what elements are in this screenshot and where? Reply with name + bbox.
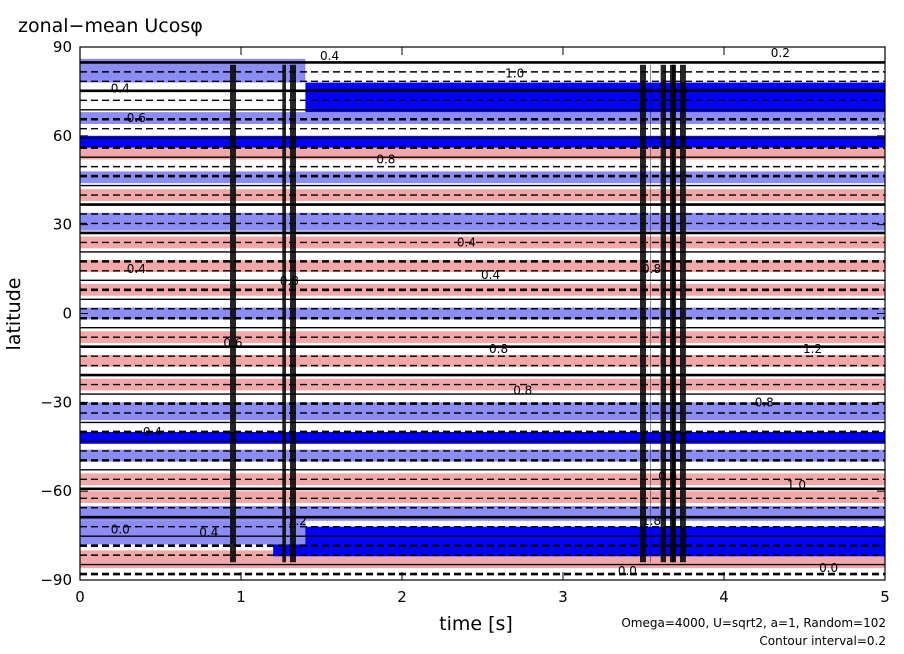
y-tick-label: −90: [40, 571, 72, 589]
contour-label: 0.4: [481, 268, 500, 282]
contour-label: 0.8: [376, 153, 395, 167]
contour-label: 0.8: [489, 342, 508, 356]
contour-label: 1.8: [642, 514, 661, 528]
contour-lines: [80, 61, 885, 576]
y-axis: −90 −60 −30 0 30 60 90: [40, 38, 885, 589]
y-tick-label: 90: [53, 38, 72, 56]
contour-labels: 0.4 0.2 0.4 1.0 0.6 0.8 0.4 0.4 0.4 0.8 0.8 0.6 0.8 1…: [111, 46, 838, 578]
contour-cluster-0: [225, 64, 240, 563]
band-13: [80, 307, 885, 320]
contour-label: 0.8: [280, 274, 299, 288]
x-tick-label: 3: [558, 588, 568, 606]
contour-label: 0.8: [642, 262, 661, 276]
y-tick-label: −60: [40, 482, 72, 500]
band-2: [273, 526, 885, 557]
contour-label: 0.0: [618, 564, 637, 578]
x-tick-label: 1: [236, 588, 246, 606]
y-tick-label: 60: [53, 127, 72, 145]
contour-label: 0.4: [111, 81, 130, 95]
contour-label: 0.0: [819, 561, 838, 575]
contour-label: 0.6: [223, 336, 242, 350]
contour-label: 1.2: [803, 342, 822, 356]
contour-label: 0.0: [111, 523, 130, 537]
contour-label: 0.2: [771, 46, 790, 60]
chart-title: zonal−mean Ucosφ: [18, 15, 203, 37]
y-tick-label: 0: [62, 305, 72, 323]
contour-label: 0.4: [199, 526, 218, 540]
band-24: [80, 58, 306, 83]
x-tick-label: 0: [75, 588, 85, 606]
contour-cluster-4: [671, 64, 686, 563]
contour-label: 0.6: [127, 111, 146, 125]
band-5: [80, 491, 885, 504]
contour-cluster-2: [636, 64, 651, 563]
parameter-note: Omega=4000, U=sqrt2, a=1, Random=102: [621, 616, 886, 630]
band-17: [80, 212, 885, 231]
contour-label: 1.0: [505, 67, 524, 81]
contour-cluster-1: [282, 64, 297, 563]
y-tick-label: −30: [40, 393, 72, 411]
y-axis-title: latitude: [3, 278, 25, 351]
contour-label: 1.0: [787, 478, 806, 492]
x-axis: 0 1 2 3 4 5: [75, 47, 890, 606]
contour-interval-note: Contour interval=0.2: [759, 634, 886, 648]
band-7: [80, 449, 885, 462]
x-tick-label: 2: [397, 588, 407, 606]
contour-cluster-3: [660, 64, 675, 563]
x-tick-label: 5: [880, 588, 890, 606]
band-11: [80, 354, 885, 367]
contour-label: 0.4: [127, 262, 146, 276]
contour-label: 0.4: [143, 425, 162, 439]
y-tick-label: 30: [53, 216, 72, 234]
band-8: [80, 431, 885, 444]
contour-label: 0.8: [755, 395, 774, 409]
contour-label: 0.4: [320, 49, 339, 63]
band-23: [305, 82, 885, 113]
contour-label: 1.2: [288, 514, 307, 528]
contour-label: 0.8: [513, 383, 532, 397]
x-tick-label: 4: [719, 588, 729, 606]
contour-label: 0.6: [658, 469, 677, 483]
band-20: [80, 147, 885, 160]
band-21: [80, 135, 885, 148]
x-axis-title: time [s]: [439, 613, 513, 635]
band-15: [80, 260, 885, 273]
contour-label: 0.4: [457, 235, 476, 249]
